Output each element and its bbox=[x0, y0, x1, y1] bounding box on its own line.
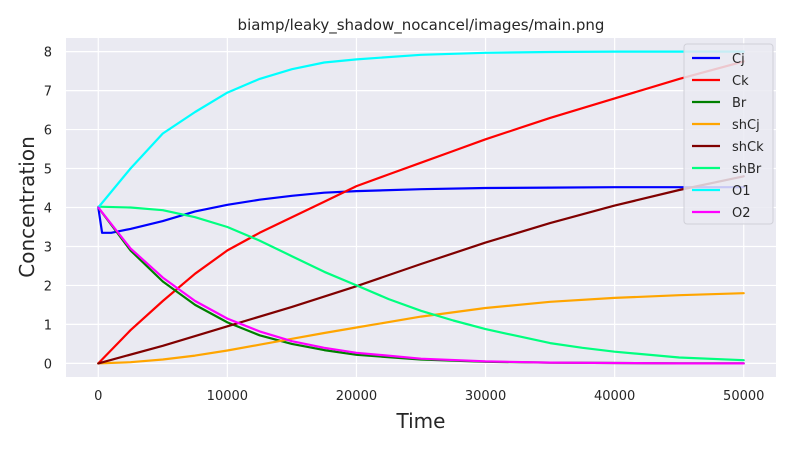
chart-title: biamp/leaky_shadow_nocancel/images/main.… bbox=[238, 16, 605, 35]
y-tick-label: 2 bbox=[44, 279, 52, 294]
legend-label: O2 bbox=[732, 206, 751, 221]
legend-box bbox=[683, 43, 774, 225]
series-line-shck bbox=[97, 175, 745, 365]
x-tick-label: 40000 bbox=[594, 389, 635, 404]
y-axis-label: Concentration bbox=[15, 136, 39, 277]
x-tick-label: 20000 bbox=[336, 389, 377, 404]
y-tick-label: 5 bbox=[44, 163, 52, 178]
y-tick-label: 4 bbox=[44, 202, 52, 217]
series-line-cj bbox=[97, 186, 745, 234]
x-tick-label: 50000 bbox=[723, 389, 764, 404]
series-line-o1 bbox=[97, 50, 745, 209]
x-tick-label: 10000 bbox=[207, 389, 248, 404]
legend-label: Cj bbox=[732, 52, 745, 67]
legend: Cj Ck Br shCj shCk shBr O1 O2 bbox=[683, 43, 774, 225]
x-tick-label: 0 bbox=[94, 389, 102, 404]
tick-labels: 0 10000 20000 30000 40000 50000 0 1 2 3 4 5 6 7 8 bbox=[44, 46, 765, 404]
legend-label: shBr bbox=[732, 162, 762, 177]
y-tick-label: 6 bbox=[44, 124, 52, 139]
x-axis-label: Time bbox=[396, 409, 446, 433]
legend-label: Br bbox=[732, 96, 747, 111]
y-tick-label: 0 bbox=[44, 357, 52, 372]
legend-label: Ck bbox=[732, 74, 749, 89]
y-tick-label: 7 bbox=[44, 85, 52, 100]
y-tick-label: 8 bbox=[44, 46, 52, 61]
grid bbox=[66, 38, 776, 377]
legend-label: O1 bbox=[732, 184, 751, 199]
series-line-o2 bbox=[97, 206, 745, 365]
series-line-ck bbox=[97, 60, 745, 365]
y-tick-label: 1 bbox=[44, 318, 52, 333]
series-line-shbr bbox=[97, 205, 745, 362]
legend-label: shCj bbox=[732, 118, 760, 133]
x-tick-label: 30000 bbox=[465, 389, 506, 404]
y-tick-label: 3 bbox=[44, 240, 52, 255]
series-line-shcj bbox=[97, 292, 745, 365]
legend-label: shCk bbox=[732, 140, 764, 155]
series-lines bbox=[97, 50, 745, 365]
